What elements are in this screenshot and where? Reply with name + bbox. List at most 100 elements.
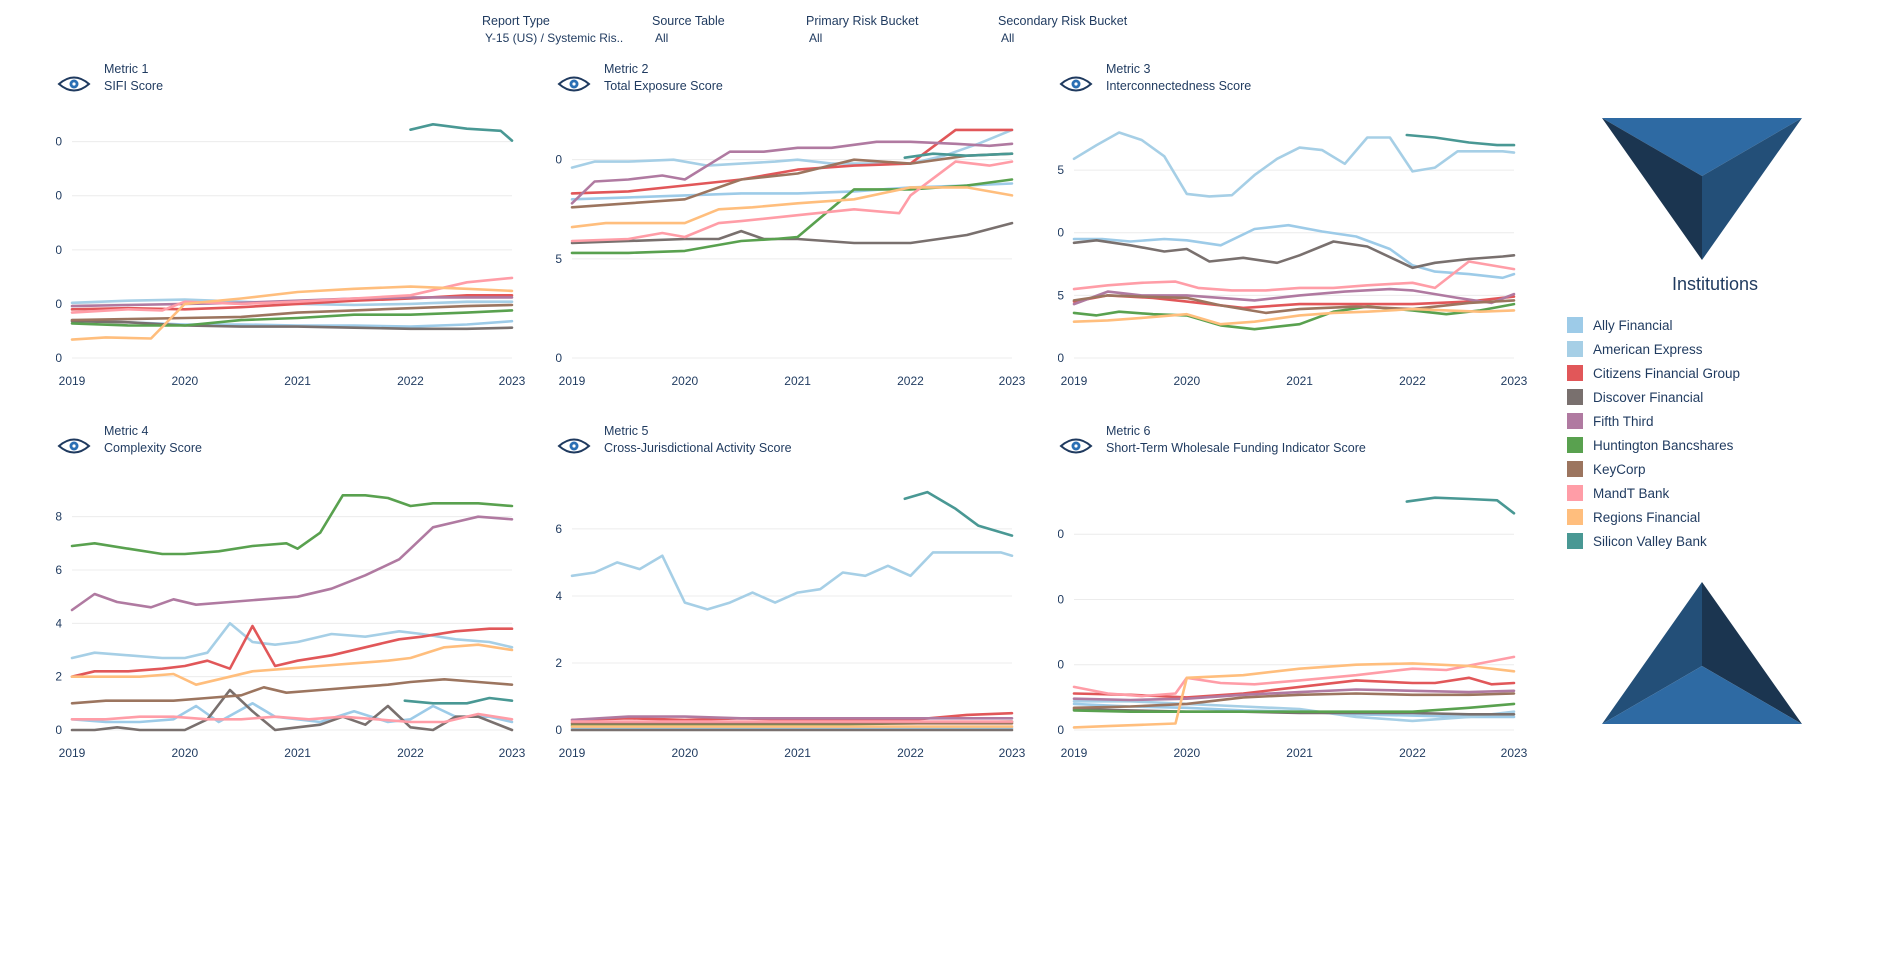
filter-primary-risk-bucket[interactable]: Primary Risk Bucket All bbox=[806, 14, 919, 45]
metric-2-line-chart[interactable]: 0 5 10 2019 2020 2021 2022 2023 bbox=[556, 108, 1026, 428]
series-line[interactable] bbox=[1405, 496, 1516, 515]
filter-report-type[interactable]: Report Type Y-15 (US) / Systemic Ris.. bbox=[482, 14, 623, 45]
x-tick-label: 2023 bbox=[499, 374, 526, 388]
metric-6-line-chart[interactable]: 0 50 100 150 2019 2020 2021 2022 2023 bbox=[1058, 470, 1528, 800]
legend-item[interactable]: Silicon Valley Bank bbox=[1567, 529, 1827, 553]
series-line[interactable] bbox=[70, 712, 514, 724]
x-tick-label: 2023 bbox=[999, 374, 1026, 388]
filter-value[interactable]: All bbox=[809, 31, 823, 45]
series-line[interactable] bbox=[1072, 307, 1516, 326]
series-line[interactable] bbox=[1072, 702, 1516, 713]
series-line[interactable] bbox=[70, 622, 514, 660]
series-line[interactable] bbox=[1072, 260, 1516, 292]
eye-icon bbox=[1059, 76, 1093, 92]
series-line[interactable] bbox=[570, 186, 1014, 229]
series-line[interactable] bbox=[903, 490, 1014, 537]
x-tick-label: 2020 bbox=[671, 746, 698, 760]
series-line[interactable] bbox=[1072, 676, 1516, 699]
panel-title: Metric 2 Total Exposure Score bbox=[556, 62, 1036, 102]
series-line[interactable] bbox=[1405, 133, 1516, 147]
x-tick-label: 2019 bbox=[59, 746, 86, 760]
series-line[interactable] bbox=[70, 643, 514, 686]
series-line[interactable] bbox=[70, 688, 514, 732]
legend-swatch bbox=[1567, 509, 1583, 525]
series-line[interactable] bbox=[1072, 692, 1516, 710]
filter-label: Source Table bbox=[652, 14, 725, 28]
x-tick-label: 2019 bbox=[1061, 746, 1088, 760]
legend-item[interactable]: KeyCorp bbox=[1567, 457, 1827, 481]
series-line[interactable] bbox=[70, 319, 514, 331]
legend-item[interactable]: Fifth Third bbox=[1567, 409, 1827, 433]
series-line[interactable] bbox=[1072, 294, 1516, 315]
legend-label: Citizens Financial Group bbox=[1593, 365, 1741, 381]
legend-item[interactable]: American Express bbox=[1567, 337, 1827, 361]
series-line[interactable] bbox=[903, 152, 1014, 160]
series-line[interactable] bbox=[1072, 302, 1516, 331]
metric-number: Metric 5 bbox=[604, 424, 649, 438]
series-line[interactable] bbox=[70, 493, 514, 556]
y-tick-label: 50 bbox=[56, 297, 62, 311]
series-line[interactable] bbox=[570, 711, 1014, 722]
y-tick-label: 0 bbox=[1058, 351, 1064, 365]
metric-title: SIFI Score bbox=[104, 79, 164, 93]
series-line[interactable] bbox=[570, 128, 1014, 169]
panel-metric-1: Metric 1 SIFI Score 0 50 100 150 200 2019 2020… bbox=[56, 62, 556, 432]
metric-4-line-chart[interactable]: 0 2 4 6 8 2019 2020 2021 2022 2023 bbox=[56, 470, 526, 800]
filter-value[interactable]: Y-15 (US) / Systemic Ris.. bbox=[485, 31, 624, 45]
filter-secondary-risk-bucket[interactable]: Secondary Risk Bucket All bbox=[998, 14, 1127, 45]
legend-item[interactable]: Regions Financial bbox=[1567, 505, 1827, 529]
legend-label: MandT Bank bbox=[1593, 485, 1670, 501]
x-tick-label: 2022 bbox=[1399, 374, 1426, 388]
series-line[interactable] bbox=[409, 122, 514, 142]
series-line[interactable] bbox=[70, 285, 514, 341]
x-tick-label: 2021 bbox=[284, 374, 311, 388]
y-tick-label: 50 bbox=[1058, 658, 1064, 672]
legend-item[interactable]: MandT Bank bbox=[1567, 481, 1827, 505]
y-tick-label: 6 bbox=[56, 563, 62, 577]
series-line[interactable] bbox=[570, 160, 1014, 243]
series-line[interactable] bbox=[1072, 700, 1516, 723]
series-line[interactable] bbox=[70, 309, 514, 327]
x-tick-label: 2023 bbox=[499, 746, 526, 760]
series-line[interactable] bbox=[570, 715, 1014, 722]
series-line[interactable] bbox=[1072, 239, 1516, 270]
filter-source-table[interactable]: Source Table All bbox=[652, 14, 725, 45]
y-tick-label: 10 bbox=[556, 153, 562, 167]
metric-number: Metric 2 bbox=[604, 62, 649, 76]
x-tick-label: 2021 bbox=[1286, 746, 1313, 760]
series-line[interactable] bbox=[570, 140, 1014, 205]
y-tick-label: 200 bbox=[56, 135, 62, 149]
metric-5-line-chart[interactable]: 0 2 4 6 2019 2020 2021 2022 2023 bbox=[556, 470, 1026, 800]
series-line[interactable] bbox=[570, 152, 1014, 209]
metric-3-line-chart[interactable]: 0 5 10 15 2019 2020 2021 2022 2023 bbox=[1058, 108, 1528, 428]
series-line[interactable] bbox=[70, 678, 514, 705]
legend-item[interactable]: Discover Financial bbox=[1567, 385, 1827, 409]
y-tick-label: 0 bbox=[556, 723, 562, 737]
filter-value[interactable]: All bbox=[1001, 31, 1015, 45]
legend-item[interactable]: Citizens Financial Group bbox=[1567, 361, 1827, 385]
series-line[interactable] bbox=[1072, 662, 1516, 729]
legend-swatch bbox=[1567, 317, 1583, 333]
series-line[interactable] bbox=[70, 515, 514, 612]
series-line[interactable] bbox=[570, 128, 1014, 195]
legend-label: KeyCorp bbox=[1593, 461, 1646, 477]
filter-value[interactable]: All bbox=[655, 31, 669, 45]
y-tick-label: 10 bbox=[1058, 226, 1064, 240]
metric-1-line-chart[interactable]: 0 50 100 150 200 2019 2020 2021 2022 2023 bbox=[56, 108, 526, 428]
legend-label: American Express bbox=[1593, 341, 1703, 357]
series-line[interactable] bbox=[1072, 223, 1516, 280]
series-line[interactable] bbox=[570, 221, 1014, 245]
series-line[interactable] bbox=[70, 303, 514, 322]
series-line[interactable] bbox=[1072, 131, 1516, 198]
y-tick-label: 150 bbox=[1058, 527, 1064, 541]
series-line[interactable] bbox=[70, 624, 514, 678]
series-line[interactable] bbox=[1072, 688, 1516, 702]
panel-title: Metric 3 Interconnectedness Score bbox=[1058, 62, 1538, 102]
series-line[interactable] bbox=[403, 696, 514, 705]
y-tick-label: 4 bbox=[56, 616, 62, 630]
legend-item[interactable]: Ally Financial bbox=[1567, 313, 1827, 337]
series-line[interactable] bbox=[1072, 655, 1516, 698]
series-line[interactable] bbox=[570, 551, 1014, 611]
x-tick-label: 2019 bbox=[1061, 374, 1088, 388]
legend-item[interactable]: Huntington Bancshares bbox=[1567, 433, 1827, 457]
